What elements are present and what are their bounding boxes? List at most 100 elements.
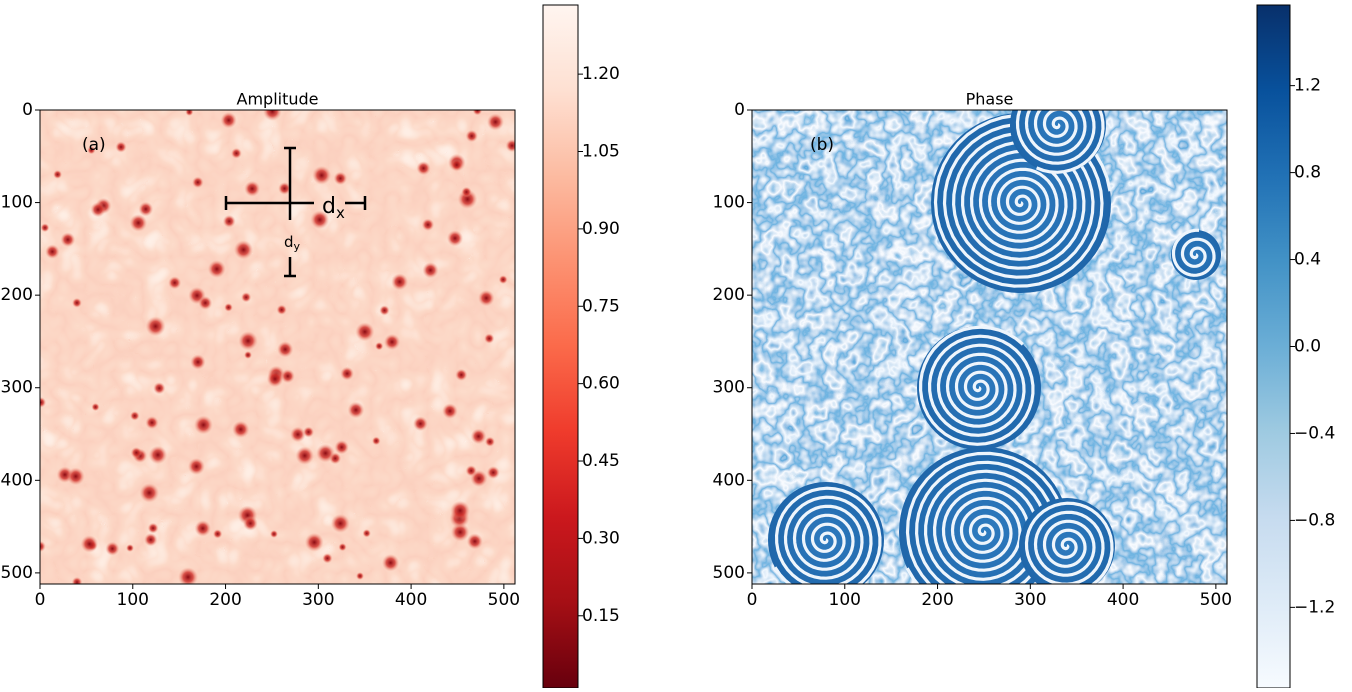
defect-spot [330,513,350,533]
colorbar-tick-label: 0.45 [582,451,620,471]
colorbar-tick-label: 0.60 [582,374,620,394]
defect-spot [262,110,282,121]
defect-spot [340,366,354,381]
chart-title: Phase [966,90,1014,109]
defect-spot [381,554,400,572]
defect-spot [144,532,158,547]
x-tick-label: 500 [1200,590,1232,610]
defect-spot [338,542,347,552]
defect-spot [442,403,458,419]
defect-spot [383,333,401,351]
panel-label: (b) [810,135,834,155]
core [126,544,134,552]
defect-spot [153,382,166,395]
defect-spot [486,113,505,131]
colorbar-tick-label: 1.2 [1294,76,1321,96]
defect-spot [470,428,487,445]
defect-spot [333,171,348,186]
defect-spot [355,322,375,342]
x-tick-label: 200 [209,590,241,610]
defect-spot [450,159,463,171]
x-tick-label: 500 [488,590,520,610]
y-tick-label: 500 [713,563,745,583]
defect-spot [266,370,284,388]
defect-spot [302,426,315,438]
y-tick-label: 0 [22,100,33,120]
dx-label: dx [322,194,345,222]
defect-spot [185,110,194,117]
spiral-arm [773,486,882,584]
defect-spot [147,522,159,534]
defect-spot [304,532,324,552]
spiral-arm [918,325,1035,446]
y-tick-label: 300 [1,378,33,398]
defect-spot [280,369,295,384]
defect-spot [194,520,212,537]
spiral-arm [1024,501,1114,584]
x-tick-label: 200 [921,590,953,610]
defect-spot [192,176,204,189]
defect-spot [198,295,213,310]
defect-spot [40,540,46,553]
defect-spot [466,533,483,550]
defect-spot [484,333,495,344]
defect-spot [90,201,106,218]
defect-spot [371,436,381,446]
defect-spot [465,129,478,143]
defect-spot [60,232,76,247]
x-tick-label: 300 [302,590,334,610]
defect-spot [178,567,199,584]
spiral-arm [933,113,1112,288]
defect-spot [220,112,237,129]
defect-spot [347,401,365,419]
axes-frame [39,109,516,585]
defect-spot [422,262,439,279]
defect-spot [148,445,168,465]
x-tick-label: 400 [1107,590,1139,610]
defect-spot [71,576,83,584]
defect-spot [505,139,515,153]
measure-markers [224,146,367,278]
defect-spot [379,305,390,316]
defect-spot [316,443,335,463]
defect-spot [322,553,333,564]
y-tick-label: 300 [713,378,745,398]
defect-spot [278,182,291,195]
defect-spot [45,244,60,259]
defect-spot [243,515,258,531]
y-tick-label: 100 [1,193,33,213]
defect-spot [129,214,148,232]
defect-spot [232,420,250,439]
defect-spot [72,297,82,308]
defect-spot [241,292,252,303]
defect-spot [461,186,472,198]
x-tick-label: 100 [117,590,149,610]
defect-spot [312,165,332,185]
defect-spot [470,469,488,488]
heatmap-image [752,110,1227,584]
defect-spot [130,446,143,459]
defect-spot [80,535,99,553]
defect-spot [446,230,464,247]
defect-spot [486,466,500,480]
core [356,572,364,580]
defect-spot [115,141,127,153]
defect-spot [91,402,100,412]
spiral-arm [1171,228,1216,277]
colorbar-tick-label: 0.15 [582,606,620,626]
defect-spot [207,259,226,278]
defect-spot [244,180,261,197]
defect-spot [450,500,471,521]
heatmap-image [40,110,515,584]
y-tick-label: 200 [713,285,745,305]
y-tick-label: 200 [1,285,33,305]
y-tick-label: 500 [1,563,33,583]
defect-spot [472,110,483,116]
x-tick-label: 0 [747,590,758,610]
defect-spot [455,368,468,381]
core [244,351,252,359]
y-tick-label: 400 [1,470,33,490]
colorbar-tick-label: 1.20 [582,64,620,84]
defect-spot [40,223,50,233]
defect-spot [190,354,206,370]
